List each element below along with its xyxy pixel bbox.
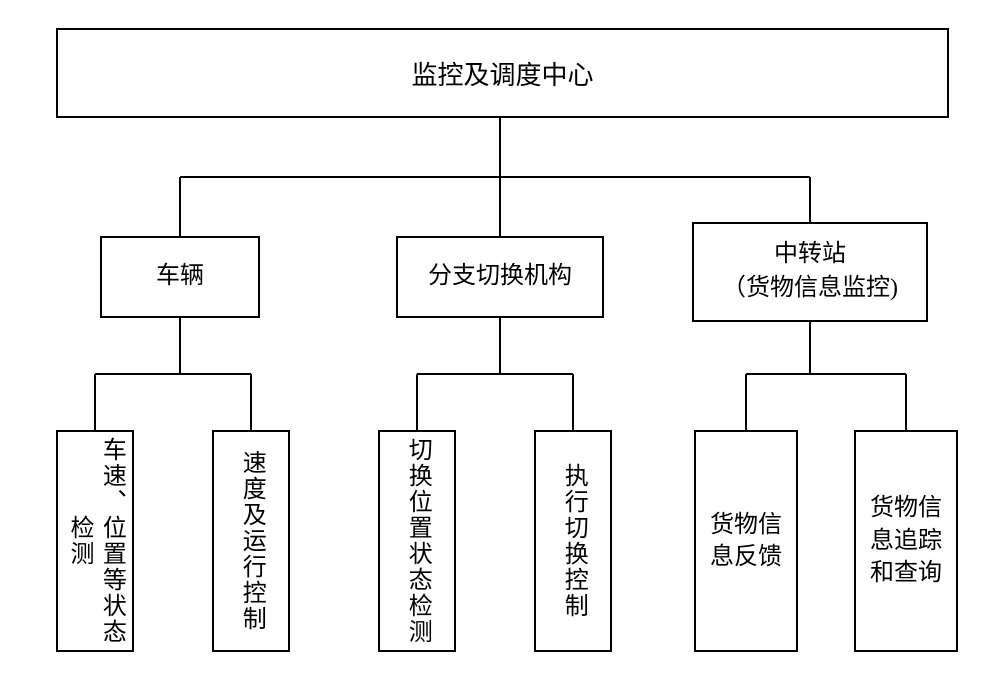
leaf-label: 货物信息追踪和查询 (860, 492, 952, 589)
leaf-node-cargo-feedback: 货物信息反馈 (694, 430, 798, 652)
mid-node-vehicle-label: 车辆 (156, 260, 204, 294)
leaf-label: 速度及运行控制 (235, 450, 267, 632)
root-node: 监控及调度中心 (56, 28, 949, 118)
root-node-label: 监控及调度中心 (411, 55, 593, 92)
mid-node-switch-label: 分支切换机构 (428, 260, 572, 294)
leaf-node-switch-pos-detect: 切换位置状态检测 (378, 430, 456, 652)
leaf-node-exec-switch-ctrl: 执行切换控制 (534, 430, 612, 652)
leaf-node-speed-pos-detect: 车速、位置等状态检测 (56, 430, 134, 652)
mid-node-transfer-line2: （货物信息监控) (722, 272, 898, 306)
mid-node-switch: 分支切换机构 (396, 236, 604, 318)
mid-node-transfer: 中转站 （货物信息监控) (692, 222, 928, 322)
leaf-node-speed-run-ctrl: 速度及运行控制 (212, 430, 290, 652)
leaf-node-cargo-track-query: 货物信息追踪和查询 (854, 430, 958, 652)
diagram-canvas: 监控及调度中心 车辆 分支切换机构 中转站 （货物信息监控) 车速、位置等状态检… (0, 0, 1000, 681)
mid-node-transfer-label: 中转站 （货物信息监控) (722, 238, 898, 305)
leaf-label: 切换位置状态检测 (401, 437, 433, 645)
mid-node-vehicle: 车辆 (100, 236, 260, 318)
leaf-label: 货物信息反馈 (700, 509, 792, 574)
leaf-label: 执行切换控制 (557, 463, 589, 619)
leaf-label: 车速、位置等状态检测 (63, 436, 128, 646)
mid-node-transfer-line1: 中转站 (722, 238, 898, 272)
